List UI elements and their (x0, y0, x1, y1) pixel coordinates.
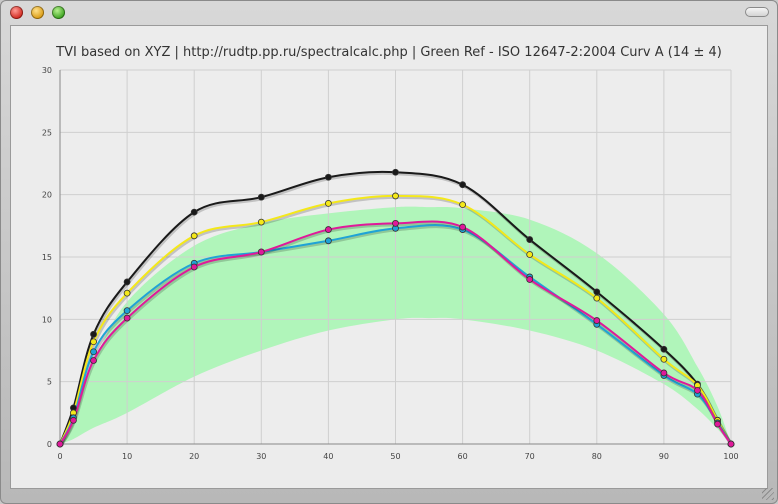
y-tick-label: 30 (42, 66, 52, 75)
data-point (257, 193, 265, 201)
data-point (123, 314, 131, 322)
data-point (90, 330, 97, 338)
data-point (593, 288, 601, 296)
data-point (90, 348, 97, 356)
resize-grip[interactable] (762, 488, 774, 500)
x-tick-label: 30 (256, 452, 266, 461)
x-tick-label: 90 (659, 452, 669, 461)
data-point (392, 168, 399, 176)
x-tick-label: 60 (458, 452, 468, 461)
data-point (459, 201, 467, 209)
data-point (56, 440, 64, 448)
data-point (459, 181, 467, 189)
chart-title: TVI based on XYZ | http://rudtp.pp.ru/sp… (55, 45, 722, 60)
y-tick-label: 10 (42, 315, 52, 324)
toolbar-toggle-icon[interactable] (745, 7, 769, 17)
close-icon[interactable] (10, 6, 23, 19)
zoom-icon[interactable] (52, 6, 65, 19)
data-point (190, 208, 198, 216)
x-tick-label: 40 (323, 452, 333, 461)
data-point (123, 307, 131, 315)
x-tick-label: 10 (122, 452, 132, 461)
data-point (190, 232, 198, 240)
window-titlebar[interactable] (1, 1, 777, 25)
minimize-icon[interactable] (31, 6, 44, 19)
data-point (324, 237, 332, 245)
data-point (90, 338, 97, 346)
data-point (660, 345, 668, 353)
data-point (324, 173, 332, 181)
data-point (324, 199, 332, 207)
x-tick-label: 50 (390, 452, 400, 461)
y-tick-label: 0 (47, 440, 52, 449)
data-point (392, 219, 399, 227)
data-point (90, 357, 97, 364)
x-tick-label: 0 (57, 452, 62, 461)
x-tick-label: 20 (189, 452, 199, 461)
data-point (123, 289, 131, 297)
data-point (257, 248, 265, 256)
data-point (526, 276, 534, 283)
x-tick-label: 70 (525, 452, 535, 461)
y-tick-label: 5 (47, 378, 52, 387)
y-tick-label: 20 (42, 191, 52, 200)
tvi-chart: TVI based on XYZ | http://rudtp.pp.ru/sp… (42, 45, 739, 461)
data-point (526, 236, 534, 243)
data-point (324, 226, 332, 233)
y-tick-label: 15 (42, 253, 52, 262)
data-point (123, 278, 131, 286)
data-point (526, 251, 534, 258)
data-point (459, 223, 467, 231)
data-point (257, 218, 265, 226)
data-point (660, 355, 668, 363)
x-tick-label: 100 (723, 452, 738, 461)
data-point (694, 386, 701, 394)
data-point (392, 192, 399, 200)
data-point (593, 294, 601, 302)
y-tick-label: 25 (42, 128, 52, 137)
data-point (714, 420, 721, 428)
chart-panel: TVI based on XYZ | http://rudtp.pp.ru/sp… (10, 25, 768, 489)
x-tick-label: 80 (592, 452, 602, 461)
data-point (190, 263, 198, 271)
data-point (660, 369, 668, 377)
data-point (70, 416, 77, 424)
data-point (727, 440, 735, 448)
data-point (593, 317, 601, 324)
